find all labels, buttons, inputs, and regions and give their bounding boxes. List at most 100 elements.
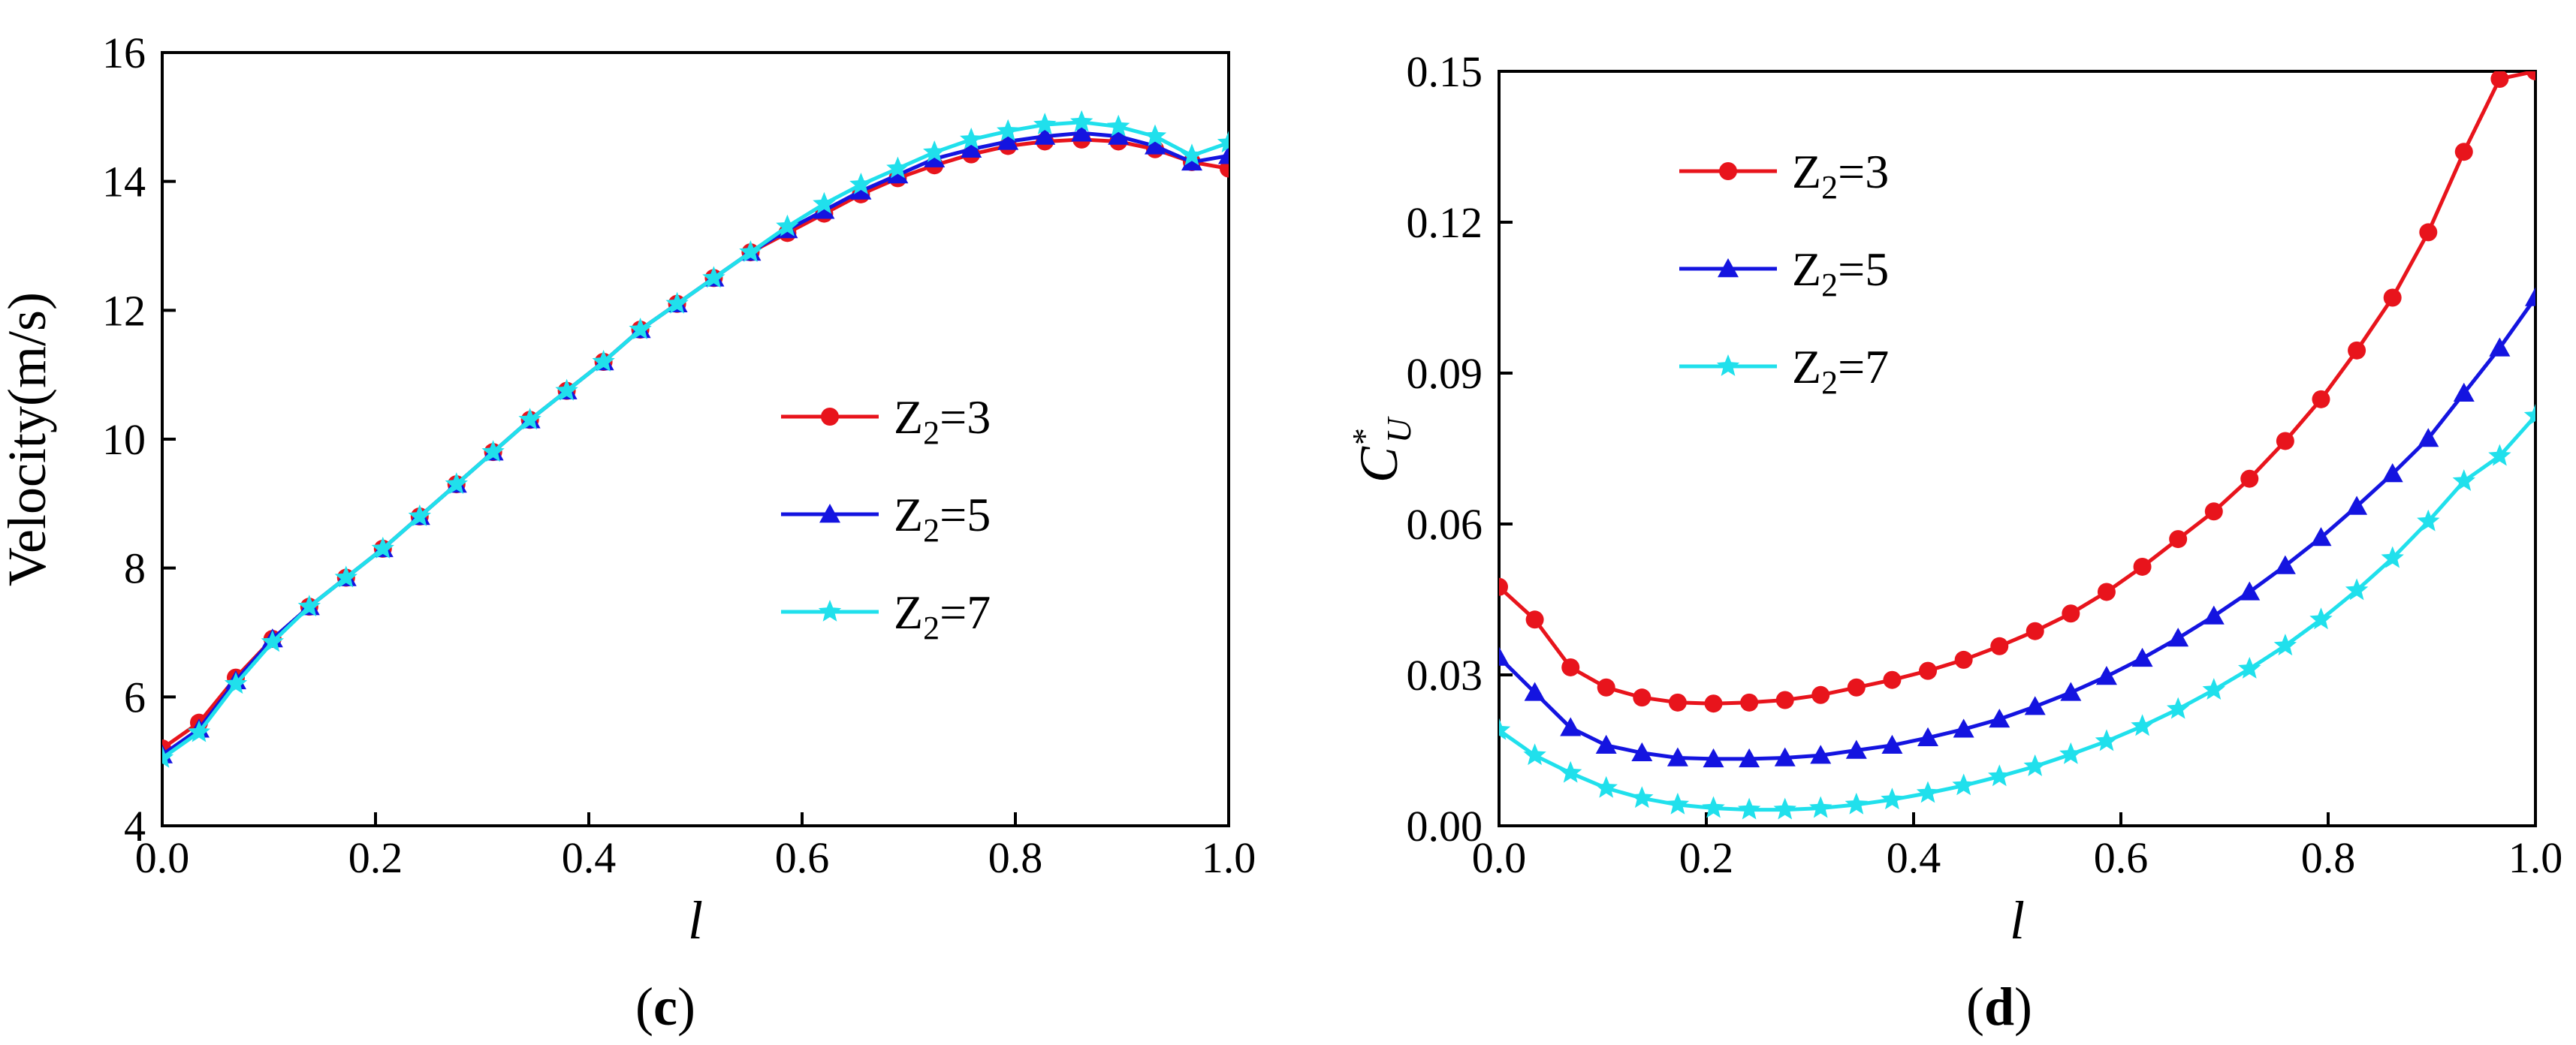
chart-d-point-z2-5 [2489,337,2511,357]
chart-d-point-z2-5 [2095,666,2117,685]
chart-panel-d: 0.0 0.2 0.4 0.6 0.8 1.0 0.00 0.03 0.06 0.09 0.12 0.… [1345,47,2562,1037]
chart-d-point-z2-7 [2202,678,2225,700]
chart-d-point-z2-7 [1559,760,1582,783]
chart-c-series-line-z2-7 [162,120,1229,760]
chart-d-point-z2-3 [1883,670,1902,689]
chart-c-legend-marker-z2-5 [819,504,840,523]
chart-c-point-z2-7 [162,745,174,768]
chart-d-point-z2-7 [2273,634,2297,656]
chart-c-point-z2-5 [1034,125,1056,145]
chart-c-y-tick-label: 14 [102,158,146,206]
chart-d-point-z2-5 [1499,646,1510,666]
chart-c-y-tick-label: 6 [124,673,146,721]
chart-d-point-z2-7 [1523,743,1546,766]
chart-d-point-z2-7 [2452,469,2475,491]
chart-d-legend: Z2=3 Z2=5 Z2=7 [1679,145,1889,401]
chart-c-point-z2-7 [334,565,357,588]
chart-c-panel-letter: c [653,977,677,1037]
chart-c-point-z2-7 [297,595,321,617]
chart-c-legend-label-z2-3: Z2=3 [894,390,991,451]
chart-d-x-tick-label: 0.2 [1679,833,1734,882]
chart-d-legend-label-z2-7: Z2=7 [1792,340,1889,401]
chart-d-point-z2-5 [2346,495,2368,515]
chart-d-point-z2-7 [1702,796,1725,818]
chart-d-point-z2-7 [1988,764,2011,787]
chart-d-point-z2-7 [2023,754,2047,776]
chart-d-panel-label: (d) [1966,977,2032,1037]
chart-d-point-z2-3 [2097,583,2116,601]
chart-c-point-z2-7 [776,214,799,236]
chart-d-y-tick-label: 0.09 [1407,349,1483,398]
chart-d-point-z2-3 [2026,622,2044,640]
chart-d-point-z2-3 [2454,143,2473,161]
chart-c-point-z2-7 [371,536,394,559]
chart-c-y-tick-label: 8 [124,544,146,593]
chart-d-point-z2-5 [2310,527,2332,547]
chart-d-point-z2-3 [1499,577,1508,596]
chart-c-point-z2-7 [813,191,836,214]
chart-c-point-z2-7 [481,440,505,462]
chart-d-point-z2-7 [2345,578,2369,601]
chart-d-point-z2-7 [2417,509,2440,532]
chart-c-x-tick-label: 0.8 [988,833,1043,882]
chart-d-x-axis-label: l [2010,890,2025,950]
chart-c-point-z2-5 [997,131,1019,150]
chart-c-y-tick-label: 16 [102,29,146,77]
chart-d-point-z2-7 [2381,546,2404,568]
chart-d-point-z2-7 [1916,781,1940,803]
chart-c-point-z2-5 [961,138,982,158]
chart-d-point-z2-3 [1668,693,1687,712]
chart-c-point-z2-5 [813,200,835,219]
chart-d-point-z2-5 [1667,747,1688,766]
chart-d-x-tick-label: 0.4 [1887,833,1941,882]
chart-d-y-tick-label: 0.03 [1407,651,1483,700]
chart-d-point-z2-5 [2131,647,2153,667]
chart-c-point-z2-7 [1217,131,1229,153]
chart-d-point-z2-7 [1845,792,1868,815]
chart-c-point-z2-5 [850,180,872,200]
chart-d-plot-frame [1498,70,2537,827]
chart-d-point-z2-5 [2418,428,2439,447]
chart-d-y-label-base: C [1349,446,1409,483]
chart-d-point-z2-7 [1952,773,1975,796]
chart-d-point-z2-5 [1845,739,1867,759]
chart-d-point-z2-5 [2453,382,2475,402]
chart-d-point-z2-3 [2204,502,2223,521]
chart-d-point-z2-3 [1597,678,1615,697]
chart-d-point-z2-5 [1524,682,1546,701]
chart-d-point-z2-5 [2203,605,2225,625]
chart-d-point-z2-3 [2240,469,2259,488]
chart-c-legend: Z2=3 Z2=5 Z2=7 [781,390,991,646]
chart-c-plot-frame [161,51,1230,827]
chart-d-y-tick-label: 0.00 [1407,802,1483,851]
chart-c-point-z2-7 [1107,114,1130,137]
chart-panel-c: 0.0 0.2 0.4 0.6 0.8 1.0 4 6 8 10 12 14 16 Velocity(m… [0,29,1256,1037]
chart-d-y-axis-label: C*U [1345,416,1418,483]
chart-c-point-z2-5 [1071,122,1093,142]
chart-d-y-tick-label: 0.15 [1407,47,1483,96]
chart-d-point-z2-7 [2488,444,2511,466]
chart-d-series-line-z2-5 [1499,297,2535,761]
chart-d-point-z2-7 [1630,786,1654,809]
chart-c-point-z2-5 [887,164,909,184]
chart-d-point-z2-3 [2526,71,2535,80]
chart-c-point-z2-5 [1218,145,1229,164]
chart-d-point-z2-7 [2059,742,2083,764]
chart-d-panel-letter: d [1984,977,2014,1037]
chart-d-point-z2-3 [1775,691,1794,709]
chart-d-point-z2-3 [1954,650,1973,669]
chart-d-point-z2-5 [1703,748,1724,768]
chart-d-point-z2-3 [1847,678,1866,697]
chart-d-plot-area [1499,71,2535,820]
chart-d-point-z2-5 [1774,747,1796,766]
chart-d-point-z2-7 [1809,796,1832,818]
chart-c-point-z2-7 [555,378,578,401]
chart-c-series-line-z2-5 [162,131,1229,757]
chart-c-x-tick-label: 0.0 [135,833,190,882]
chart-c-point-z2-7 [1143,124,1167,146]
chart-c-point-z2-7 [960,127,983,149]
chart-d-point-z2-3 [1633,688,1651,707]
chart-c-plot-area [162,110,1229,768]
chart-c-y-tick-label: 10 [102,415,146,464]
chart-c-point-z2-7 [187,720,211,742]
